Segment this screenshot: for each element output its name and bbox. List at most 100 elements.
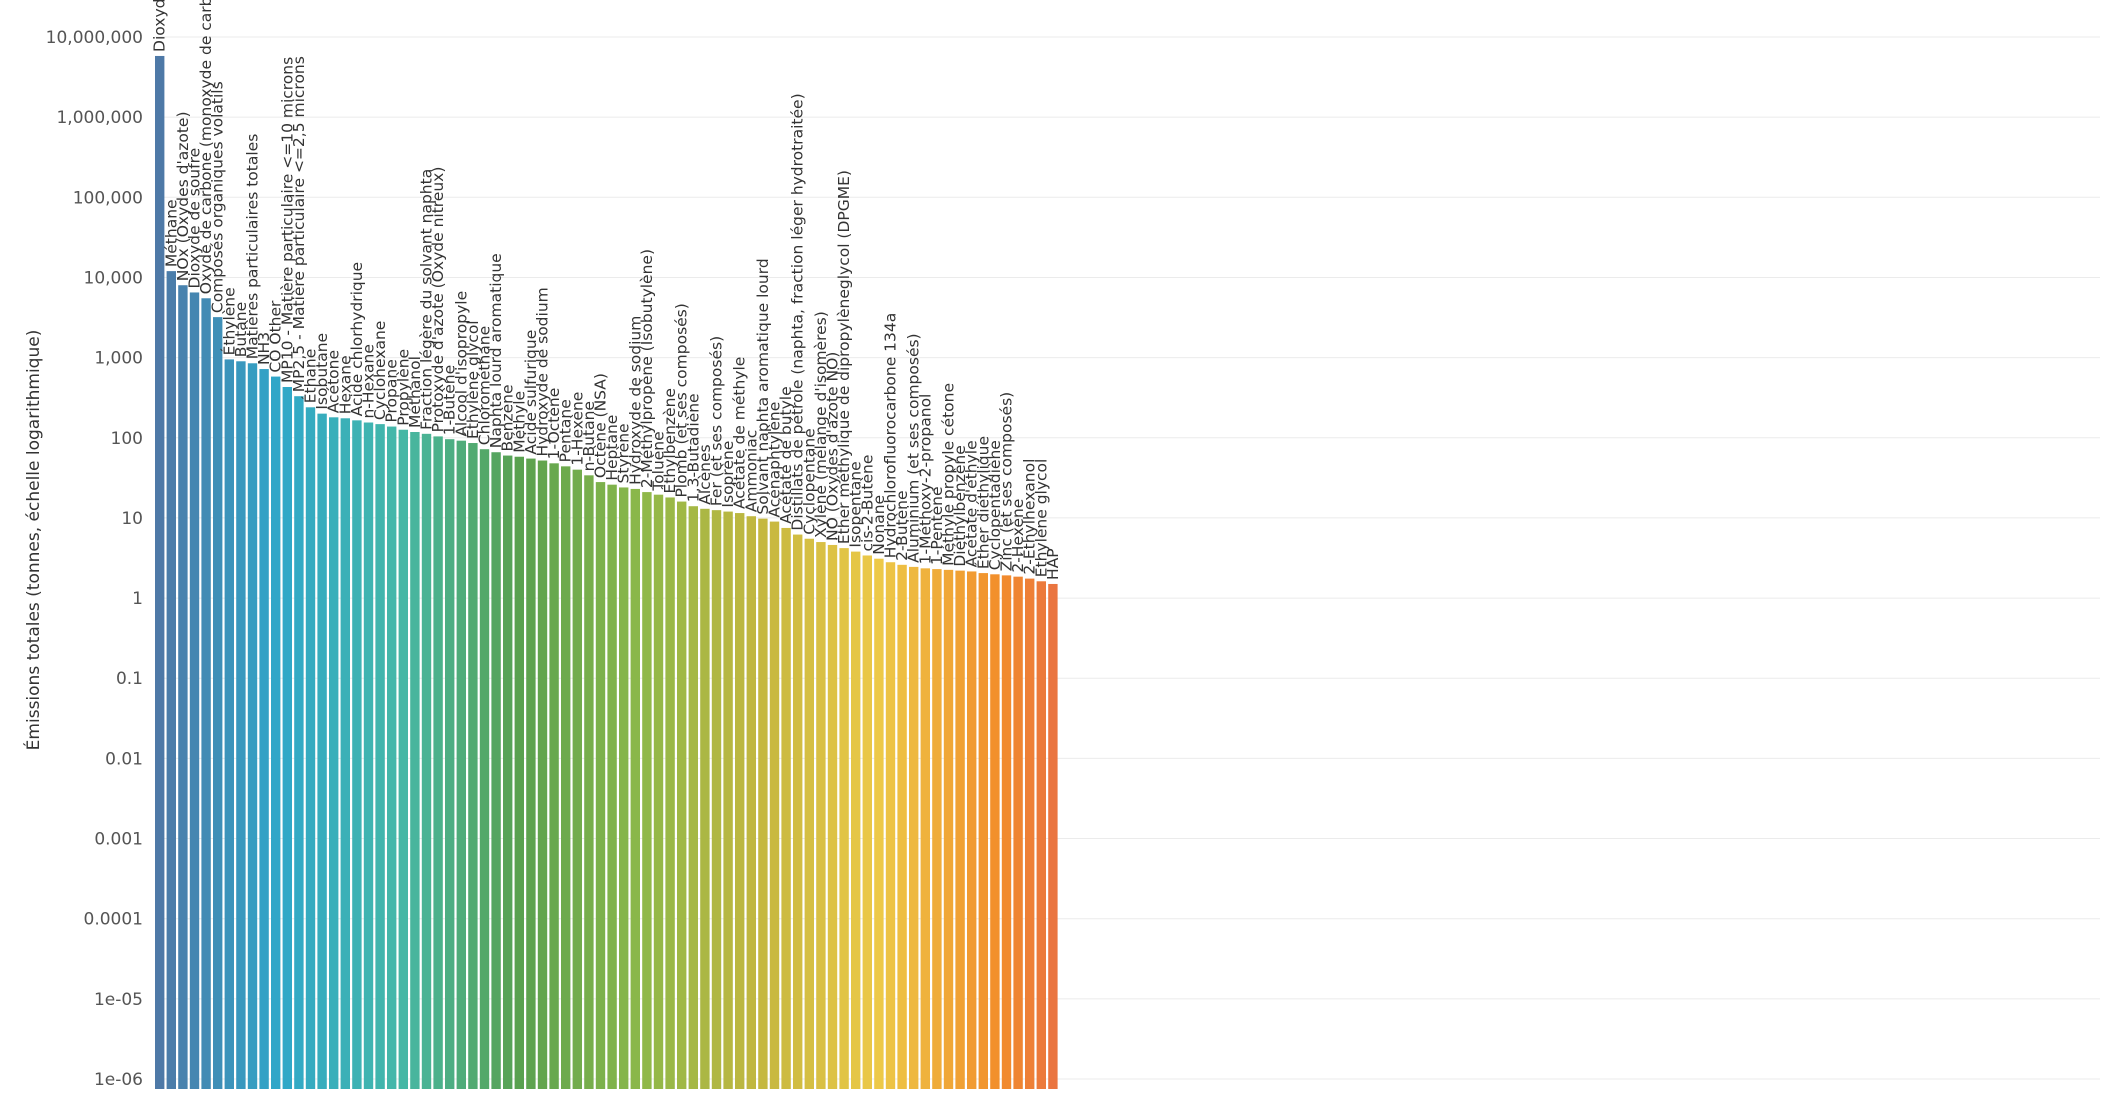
bar[interactable] [514,456,524,1089]
bar[interactable] [445,439,455,1089]
bar-label: Cyclohexane [371,321,389,420]
bar-label: MP2,5 - Matière particulaire <=2,5 micro… [290,56,308,392]
bar[interactable] [317,413,327,1090]
y-tick-label: 0.0001 [84,910,143,930]
bar[interactable] [178,285,188,1089]
bar[interactable] [387,426,397,1089]
bar-label: HAP [1044,548,1062,580]
bar[interactable] [688,506,698,1090]
bar[interactable] [584,475,594,1089]
bar[interactable] [1013,576,1023,1089]
bar[interactable] [491,452,501,1089]
bar[interactable] [1025,578,1035,1089]
bar[interactable] [549,463,559,1089]
bar-label: NH3 [255,332,273,365]
bar-label: Éthane [301,349,320,404]
bar[interactable] [271,376,281,1090]
bar[interactable] [421,433,432,1089]
bar[interactable] [468,443,478,1090]
bar-label: Hexane [336,355,354,414]
bar[interactable] [236,361,246,1089]
bar-label: Composés organiques volatils [209,81,227,313]
bar[interactable] [294,396,304,1089]
bar[interactable] [305,407,316,1089]
bar-label: Hydroxyde de sodium [626,316,644,485]
bar[interactable] [340,418,350,1089]
bar-label: Acide sulfurique [522,330,540,455]
bar[interactable] [943,569,954,1089]
bar[interactable] [398,429,408,1090]
bar-label: Protoxyde d'azote (Oxyde nitreux) [429,167,447,433]
bar[interactable] [653,494,664,1090]
bar[interactable] [1036,581,1046,1089]
bar[interactable] [955,570,965,1089]
bar[interactable] [1048,583,1058,1089]
bar[interactable] [201,298,211,1089]
bar[interactable] [572,469,582,1089]
y-tick-label: 1 [132,589,143,609]
bar[interactable] [595,482,606,1089]
bar[interactable] [537,460,548,1089]
bar[interactable] [862,555,872,1089]
bar-label: Acénaphtylène [766,402,784,518]
bar[interactable] [874,558,884,1089]
bar[interactable] [793,534,803,1089]
bar[interactable] [967,571,977,1089]
bar[interactable] [885,562,896,1089]
bar[interactable] [723,511,733,1089]
bar[interactable] [224,359,234,1090]
bar[interactable] [155,55,165,1089]
bar[interactable] [978,573,988,1089]
bar[interactable] [816,542,826,1089]
bar[interactable] [642,492,652,1089]
bar[interactable] [375,424,385,1090]
bar[interactable] [607,484,617,1089]
bar[interactable] [456,440,466,1090]
bar-label: Propylène [394,349,412,426]
bar[interactable] [990,574,1000,1089]
bar[interactable] [677,501,687,1089]
bar[interactable] [746,516,756,1089]
bar[interactable] [827,544,838,1089]
bar[interactable] [851,551,861,1089]
bar[interactable] [839,548,849,1089]
bar[interactable] [630,488,640,1089]
bar-label: MP10 - Matière particulaire <=10 microns [278,57,296,383]
bar[interactable] [561,466,571,1089]
bar[interactable] [433,436,443,1089]
bar[interactable] [909,566,919,1089]
bar[interactable] [189,292,200,1089]
bar[interactable] [479,449,490,1089]
bar[interactable] [526,458,536,1089]
bar[interactable] [804,538,814,1089]
bar[interactable] [363,422,374,1089]
bar[interactable] [282,386,292,1090]
bar[interactable] [352,420,362,1090]
y-tick-label: 0.01 [105,749,143,769]
bar[interactable] [410,432,420,1090]
bar-label: Nonane [870,495,888,555]
bar[interactable] [259,369,269,1089]
bar[interactable] [769,521,780,1089]
bar-label: Méthyle propyle cétone [940,383,958,566]
bar[interactable] [735,513,745,1089]
bar[interactable] [503,455,513,1089]
bar[interactable] [213,317,223,1089]
bar[interactable] [920,568,930,1089]
bar[interactable] [166,271,176,1089]
bar[interactable] [665,497,675,1089]
bar[interactable] [758,518,768,1089]
bar-label: 1-Butène [441,365,459,435]
bar[interactable] [700,508,710,1090]
bar[interactable] [619,487,629,1089]
y-tick-label: 1e-05 [94,990,143,1010]
bar-label: Cyclopentadiène [986,440,1004,570]
bar[interactable] [781,527,791,1089]
bar[interactable] [711,510,722,1089]
bar[interactable] [897,564,907,1089]
bar[interactable] [1001,575,1012,1089]
bar[interactable] [932,569,942,1089]
bar[interactable] [329,417,339,1089]
bar[interactable] [247,363,258,1090]
